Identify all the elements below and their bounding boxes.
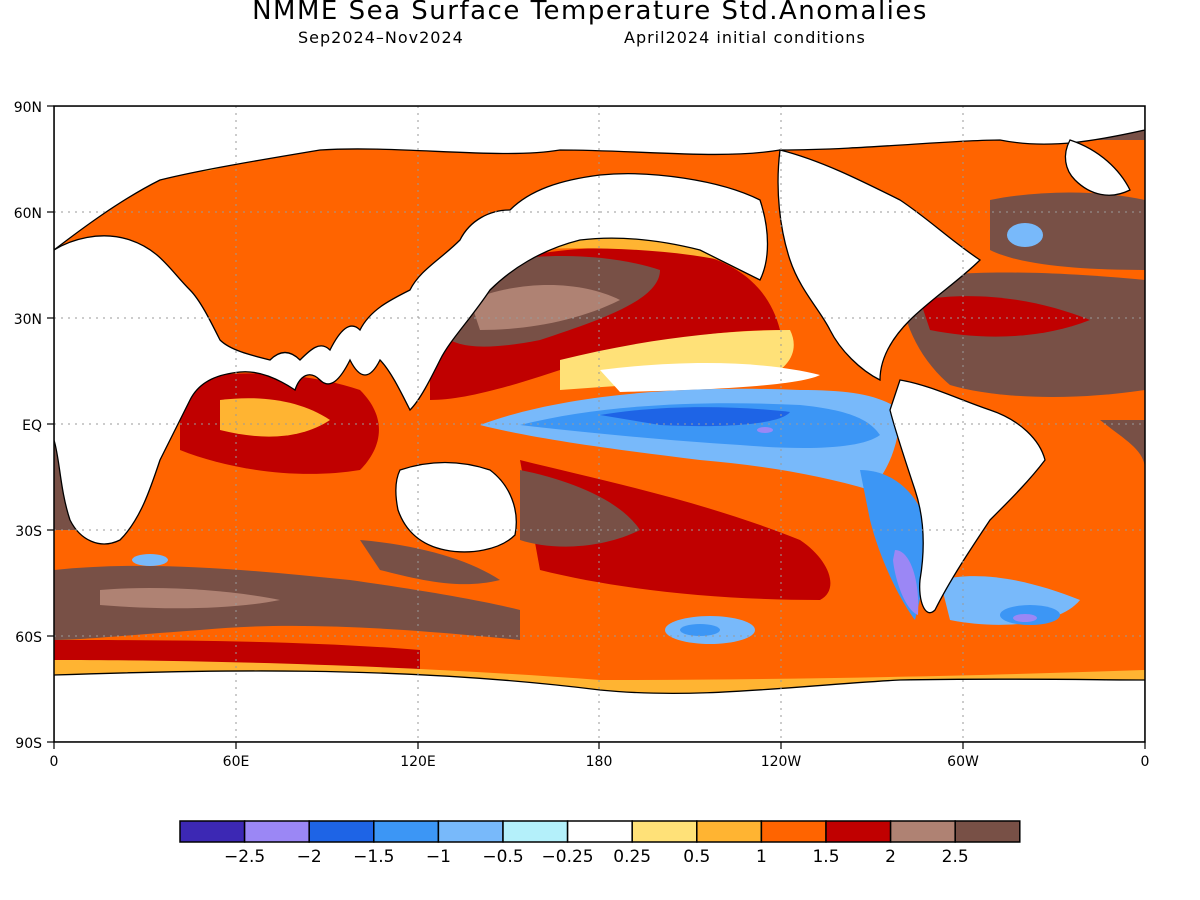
colorbar-label: 0.25 bbox=[613, 847, 651, 867]
colorbar-swatch bbox=[373, 820, 440, 843]
colorbar-swatch bbox=[954, 820, 1021, 843]
west-africa-coastal-extreme bbox=[1100, 420, 1145, 470]
colorbar-swatch bbox=[437, 820, 504, 843]
cold-tongue-minimum bbox=[757, 427, 773, 433]
south-america bbox=[889, 379, 1046, 614]
labrador-cold-patch bbox=[1007, 223, 1043, 247]
lon-ticks bbox=[53, 742, 1146, 749]
antarctica bbox=[54, 670, 1145, 742]
colorbar-label: −0.25 bbox=[542, 847, 594, 867]
colorbar-label: 1 bbox=[756, 847, 767, 867]
colorbar-label: −0.5 bbox=[482, 847, 523, 867]
forecast-period: Sep2024–Nov2024 bbox=[298, 28, 464, 47]
colorbar-swatch bbox=[825, 820, 892, 843]
initial-conditions: April2024 initial conditions bbox=[624, 28, 866, 47]
south-pacific-warm bbox=[520, 460, 831, 600]
indian-ocean-moderate bbox=[220, 398, 330, 437]
eurasia-africa bbox=[54, 173, 769, 545]
cold-tongue-core bbox=[600, 407, 790, 427]
colorbar-swatch bbox=[243, 820, 310, 843]
lon-label-0-east: 0 bbox=[1141, 754, 1150, 770]
lon-label-120e: 120E bbox=[400, 754, 436, 770]
south-pacific-extreme bbox=[520, 470, 640, 547]
lat-label-60s: 60S bbox=[15, 630, 42, 646]
greenland bbox=[1064, 139, 1131, 196]
southern-pacific-cold-core bbox=[680, 624, 720, 636]
colorbar-swatch bbox=[566, 820, 633, 843]
chile-coast-cold-core bbox=[893, 550, 919, 615]
graticule bbox=[54, 106, 1145, 742]
colorbar-label: 2.5 bbox=[942, 847, 969, 867]
colorbar bbox=[179, 820, 1021, 843]
colorbar-labels: −2.5 −2 −1.5 −1 −0.5 −0.25 0.25 0.5 1 1.5 2 2.5 bbox=[224, 847, 969, 867]
south-atlantic-cold-minimum bbox=[1013, 614, 1037, 622]
north-pacific-inner bbox=[470, 285, 620, 330]
north-atlantic-warm bbox=[920, 296, 1090, 337]
southern-ocean-inner-band bbox=[100, 588, 280, 609]
colorbar-swatch bbox=[502, 820, 569, 843]
south-indian-cold-patch bbox=[132, 554, 168, 566]
colorbar-label: −2 bbox=[297, 847, 322, 867]
lat-ticks bbox=[47, 105, 54, 743]
lon-label-120w: 120W bbox=[761, 754, 802, 770]
colorbar-label: −2.5 bbox=[224, 847, 265, 867]
colorbar-label: 1.5 bbox=[812, 847, 839, 867]
continents bbox=[54, 106, 1145, 742]
north-america bbox=[777, 149, 982, 382]
lon-label-60e: 60E bbox=[223, 754, 250, 770]
lat-label-30n: 30N bbox=[14, 312, 42, 328]
arctic-land-and-ice bbox=[54, 106, 1145, 251]
lat-label-90s: 90S bbox=[15, 736, 42, 752]
lon-label-60w: 60W bbox=[947, 754, 979, 770]
lat-label-30s: 30S bbox=[15, 524, 42, 540]
map-title: NMME Sea Surface Temperature Std.Anomali… bbox=[252, 0, 928, 26]
lat-label-60n: 60N bbox=[14, 206, 42, 222]
colorbar-swatch bbox=[760, 820, 827, 843]
lon-label-180: 180 bbox=[586, 754, 613, 770]
subtropical-pacific-neutral bbox=[600, 363, 820, 392]
lat-label-90n: 90N bbox=[14, 100, 42, 116]
colorbar-label: −1 bbox=[426, 847, 451, 867]
colorbar-swatch bbox=[308, 820, 375, 843]
colorbar-label: −1.5 bbox=[353, 847, 394, 867]
lon-label-0-west: 0 bbox=[50, 754, 59, 770]
colorbar-swatch bbox=[179, 820, 246, 843]
colorbar-swatch bbox=[631, 820, 698, 843]
colorbar-swatch bbox=[696, 820, 763, 843]
colorbar-swatch bbox=[889, 820, 956, 843]
colorbar-label: 2 bbox=[885, 847, 896, 867]
south-indian-extreme bbox=[360, 540, 500, 585]
colorbar-label: 0.5 bbox=[683, 847, 710, 867]
southern-ocean-extreme-band bbox=[54, 565, 520, 640]
lat-label-eq: EQ bbox=[22, 418, 42, 434]
